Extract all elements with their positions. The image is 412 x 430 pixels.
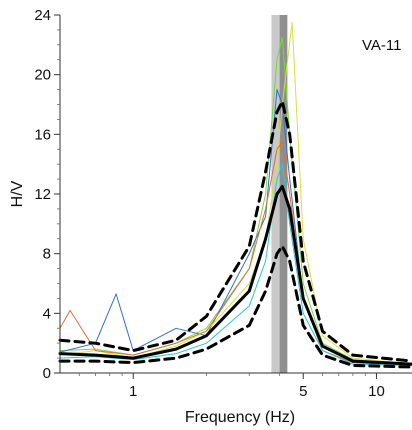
y-tick-label: 12 xyxy=(34,186,51,203)
y-tick-label: 16 xyxy=(34,126,51,143)
y-tick-label: 4 xyxy=(43,305,51,322)
x-tick-label: 10 xyxy=(368,383,385,400)
hv-curve-4 xyxy=(59,89,412,366)
axis-ticks: 0 4 8 12 16 20 24 1 5 10 xyxy=(34,7,384,400)
hv-curve-1 xyxy=(58,100,412,363)
hv-curve-0 xyxy=(58,185,412,366)
y-tick-label: 20 xyxy=(34,67,51,84)
hv-curves xyxy=(58,22,412,369)
y-tick-label: 8 xyxy=(43,246,51,263)
axes xyxy=(59,15,412,374)
x-axis-title: Frequency (Hz) xyxy=(185,409,295,426)
hv-curve-5 xyxy=(59,22,412,365)
hv-curve-2 xyxy=(58,244,412,369)
x-tick-label: 1 xyxy=(129,383,137,400)
y-tick-label: 0 xyxy=(43,365,51,382)
hv-curve-3 xyxy=(59,36,412,365)
hv-curve-7 xyxy=(59,163,412,366)
station-label: VA-11 xyxy=(362,37,401,54)
y-tick-label: 24 xyxy=(34,7,51,24)
x-tick-label: 5 xyxy=(299,383,307,400)
y-axis-title: H/V xyxy=(9,180,26,207)
